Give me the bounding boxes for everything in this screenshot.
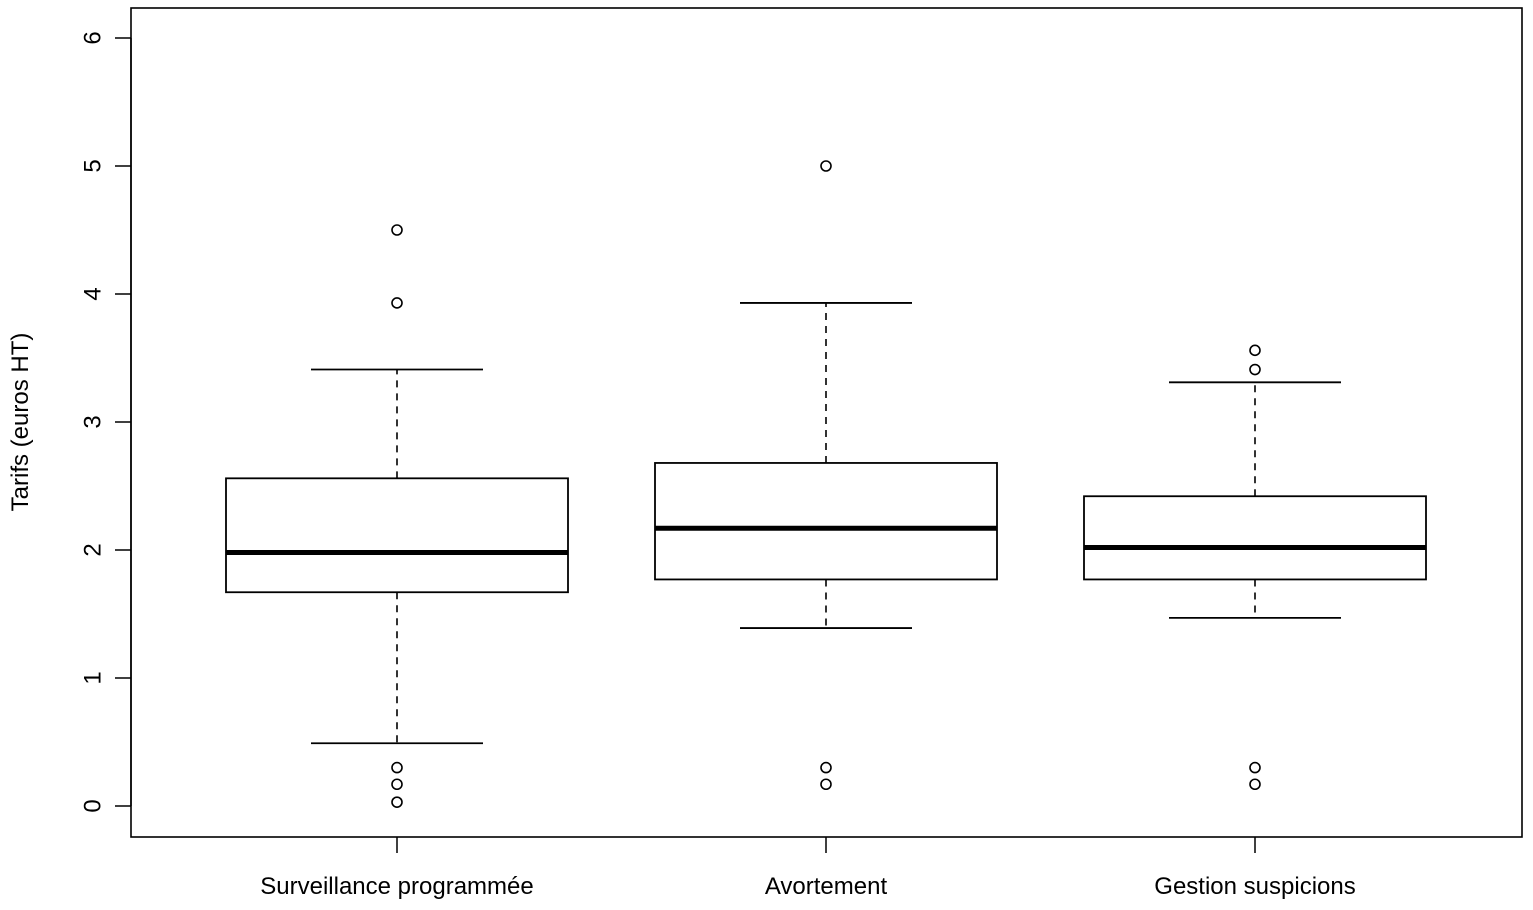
y-tick-label: 5 bbox=[79, 159, 106, 172]
y-tick-label: 2 bbox=[79, 543, 106, 556]
y-tick-label: 1 bbox=[79, 671, 106, 684]
box-group bbox=[225, 224, 569, 808]
outlier-point bbox=[820, 761, 832, 774]
box-group bbox=[1083, 344, 1427, 791]
iqr-box bbox=[225, 477, 569, 594]
iqr-box bbox=[1083, 495, 1427, 581]
outlier-point bbox=[1249, 363, 1261, 376]
outlier-point bbox=[820, 160, 832, 172]
outlier-point bbox=[1249, 344, 1261, 357]
y-tick-label: 0 bbox=[79, 799, 106, 812]
y-tick-label: 6 bbox=[79, 31, 106, 44]
boxes bbox=[225, 160, 1427, 808]
x-tick-label: Avortement bbox=[765, 873, 888, 900]
y-axis: 0 1 2 3 4 5 6 bbox=[79, 31, 132, 813]
x-tick-label: Surveillance programmée bbox=[260, 873, 533, 900]
outlier-point bbox=[1249, 761, 1261, 774]
outlier-point bbox=[391, 224, 403, 236]
outlier-point bbox=[1249, 778, 1261, 791]
outlier-point bbox=[391, 796, 403, 808]
outlier-point bbox=[391, 761, 403, 774]
iqr-box bbox=[654, 462, 998, 581]
outlier-point bbox=[820, 778, 832, 791]
x-axis: Surveillance programmée Avortement Gestion… bbox=[260, 837, 1356, 900]
y-axis-label: Tarifs (euros HT) bbox=[7, 333, 34, 512]
y-tick-label: 3 bbox=[79, 415, 106, 428]
y-tick-label: 4 bbox=[79, 287, 106, 300]
outlier-point bbox=[391, 778, 403, 791]
box-group bbox=[654, 160, 998, 791]
outlier-point bbox=[391, 297, 403, 309]
x-tick-label: Gestion suspicions bbox=[1154, 873, 1355, 900]
